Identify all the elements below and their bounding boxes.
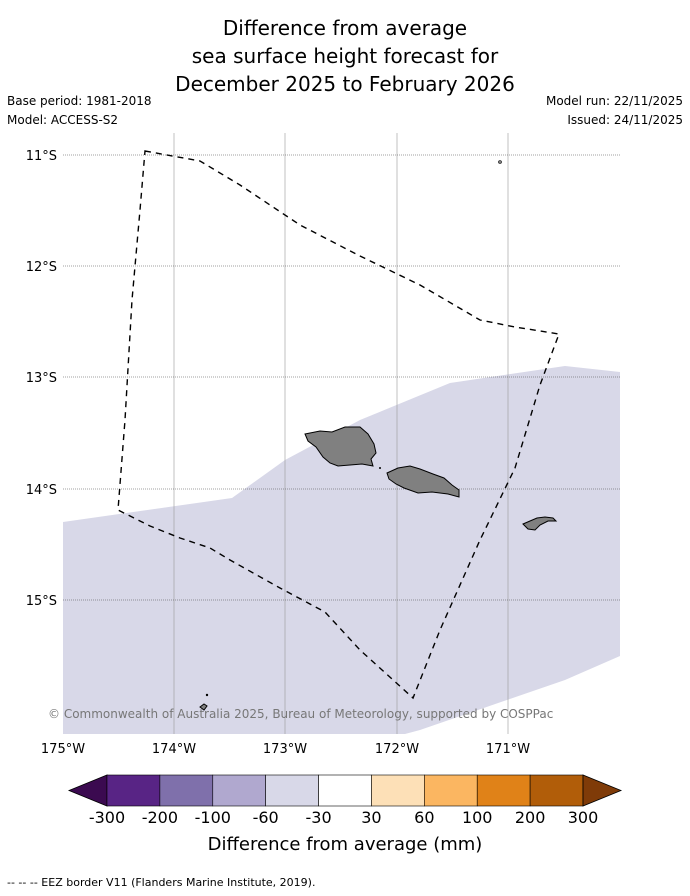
colorbar-tick-label: -300: [89, 808, 125, 827]
meta-right: Model run: 22/11/2025 Issued: 24/11/2025: [546, 92, 683, 130]
anomaly-region: [63, 366, 620, 734]
upolu-island: [386, 465, 460, 498]
lon-label: 173°W: [263, 742, 307, 757]
model-name: Model: ACCESS-S2: [7, 113, 119, 127]
colorbar-segment: [371, 774, 425, 807]
colorbar-tick-label: 30: [361, 808, 381, 827]
lat-label: 13°S: [26, 371, 57, 386]
colorbar-segment: [318, 774, 372, 807]
colorbar-segment: [424, 774, 478, 807]
issued-date: Issued: 24/11/2025: [567, 113, 683, 127]
longitude-gridlines: [173, 133, 509, 734]
colorbar-tick-label: 200: [515, 808, 546, 827]
title-line-3: December 2025 to February 2026: [175, 72, 515, 96]
base-period: Base period: 1981-2018: [7, 94, 152, 108]
lat-label: 15°S: [26, 594, 57, 609]
colorbar-segment: [265, 774, 319, 807]
eez-legend-note: -- -- -- EEZ border V11 (Flanders Marine…: [7, 876, 316, 889]
colorbar-tick-label: 100: [462, 808, 493, 827]
colorbar-tick-label: -30: [305, 808, 331, 827]
colorbar-segment: [529, 774, 584, 807]
latitude-labels: 11°S 12°S 13°S 14°S 15°S: [26, 149, 57, 609]
lat-label: 12°S: [26, 260, 57, 275]
savaii-island: [304, 426, 377, 467]
colorbar-segment: [106, 774, 161, 807]
latitude-gridlines: [63, 154, 620, 601]
lat-label: 11°S: [26, 149, 57, 164]
colorbar-segment: [212, 774, 266, 807]
colorbar-tick-label: -100: [195, 808, 231, 827]
colorbar-over-arrow: [582, 774, 623, 807]
colorbar-under-arrow: [67, 774, 108, 807]
colorbar-tick-label: -60: [253, 808, 279, 827]
colorbar-tick-label: -200: [142, 808, 178, 827]
lon-label: 171°W: [486, 742, 530, 757]
map-title: Difference from average sea surface heig…: [0, 14, 690, 98]
colorbar-segments: [106, 774, 584, 807]
small-islet-north: [498, 160, 502, 164]
small-island-south: [199, 703, 208, 711]
model-run: Model run: 22/11/2025: [545, 94, 683, 108]
lon-label: 172°W: [375, 742, 419, 757]
lon-label: 175°W: [41, 742, 85, 757]
tutuila-island: [522, 516, 558, 531]
title-line-1: Difference from average: [222, 16, 468, 40]
meta-left: Base period: 1981-2018 Model: ACCESS-S2: [7, 92, 152, 130]
colorbar-segment: [159, 774, 214, 807]
colorbar-tick-label: 300: [568, 808, 599, 827]
colorbar-tick-label: 60: [414, 808, 434, 827]
lat-label: 14°S: [26, 483, 57, 498]
copyright-text: © Commonwealth of Australia 2025, Bureau…: [48, 707, 553, 721]
lon-label: 174°W: [152, 742, 196, 757]
small-islet-south: [205, 693, 209, 697]
eez-border: [117, 150, 560, 700]
colorbar-label: Difference from average (mm): [208, 834, 483, 855]
small-islet-strait: [379, 467, 381, 469]
title-line-2: sea surface height forecast for: [191, 44, 499, 68]
colorbar-tick-labels: -300 -200 -100 -60 -30 30 60 100 200 300: [89, 808, 598, 827]
longitude-labels: 175°W 174°W 173°W 172°W 171°W: [41, 742, 530, 757]
colorbar-segment: [476, 774, 531, 807]
colorbar: -300 -200 -100 -60 -30 30 60 100 200 300 Differen…: [67, 774, 623, 855]
